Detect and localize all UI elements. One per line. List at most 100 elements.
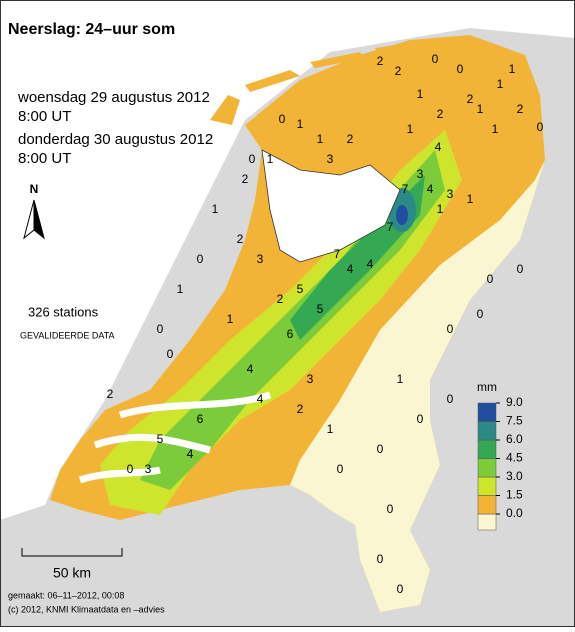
scale-bar (21, 548, 123, 557)
station-value: 3 (447, 187, 454, 201)
station-value: 2 (297, 402, 304, 416)
station-value: 2 (517, 102, 524, 116)
station-value: 0 (477, 307, 484, 321)
legend: 0.0 1.5 3.0 4.5 6.0 7.5 9.0 (477, 395, 523, 531)
station-value: 0 (157, 322, 164, 336)
legend-label: 0.0 (506, 506, 523, 520)
station-value: 2 (377, 54, 384, 68)
station-value: 5 (157, 432, 164, 446)
station-value: 7 (402, 182, 409, 196)
station-value: 6 (287, 327, 294, 341)
station-value: 3 (145, 462, 152, 476)
estuaries (78, 391, 272, 484)
station-count: 326 stations (28, 304, 99, 319)
legend-band (477, 421, 497, 441)
station-value: 1 (407, 122, 414, 136)
station-value: 4 (257, 392, 264, 406)
station-value: 1 (497, 77, 504, 91)
station-value: 4 (367, 257, 374, 271)
station-value: 0 (487, 272, 494, 286)
station-value: 5 (297, 282, 304, 296)
station-value: 4 (427, 182, 434, 196)
north-arrow (33, 199, 45, 240)
period-line: donderdag 30 augustus 2012 (18, 131, 213, 148)
station-value: 1 (397, 372, 404, 386)
legend-label: 1.5 (506, 488, 523, 502)
station-value: 0 (249, 152, 256, 166)
station-value: 0 (447, 392, 454, 406)
station-value: 1 (417, 87, 424, 101)
station-value: 0 (337, 462, 344, 476)
station-value: 4 (435, 140, 442, 154)
station-value: 0 (517, 262, 524, 276)
legend-band (477, 476, 497, 496)
station-value: 0 (537, 120, 544, 134)
scale-label: 50 km (53, 565, 91, 581)
legend-band (477, 402, 497, 422)
station-value: 4 (187, 447, 194, 461)
legend-band (477, 458, 497, 478)
station-value: 0 (447, 322, 454, 336)
station-value: 1 (477, 102, 484, 116)
station-value: 0 (377, 442, 384, 456)
station-value: 3 (327, 152, 334, 166)
station-value: 1 (177, 282, 184, 296)
station-value: 1 (297, 117, 304, 131)
station-value: 7 (387, 220, 394, 234)
station-value: 2 (437, 107, 444, 121)
station-value: 3 (417, 167, 424, 181)
period-line: woensdag 29 augustus 2012 (17, 89, 210, 106)
legend-band (477, 495, 497, 515)
island (375, 40, 432, 54)
island (245, 70, 300, 92)
footer: (c) 2012, KNMI Klimaatdata en –advies (8, 604, 165, 614)
station-value: 2 (395, 64, 402, 78)
station-value: 2 (242, 172, 249, 186)
data-status: GEVALIDEERDE DATA (20, 330, 115, 340)
station-value: 1 (327, 422, 334, 436)
station-value: 1 (267, 152, 274, 166)
station-value: 7 (334, 247, 341, 261)
dry-region (290, 160, 545, 612)
legend-label: 7.5 (506, 414, 523, 428)
station-value: 1 (317, 132, 324, 146)
station-value: 2 (467, 92, 474, 106)
station-value: 1 (509, 62, 516, 76)
station-value: 1 (437, 202, 444, 216)
peak-core (396, 205, 408, 225)
period-line: 8:00 UT (18, 108, 71, 125)
station-value: 1 (467, 192, 474, 206)
island (310, 52, 365, 68)
station-value: 0 (377, 552, 384, 566)
station-value: 1 (492, 122, 499, 136)
station-value: 0 (127, 462, 134, 476)
station-value: 6 (197, 412, 204, 426)
station-value: 0 (279, 112, 286, 126)
station-value: 1 (212, 202, 219, 216)
title: Neerslag: 24–uur som (8, 21, 175, 38)
legend-band (477, 439, 497, 459)
period-line: 8:00 UT (18, 150, 71, 167)
ijsselmeer (261, 149, 401, 263)
station-value: 0 (167, 347, 174, 361)
station-value: 0 (397, 582, 404, 596)
station-value: 5 (317, 302, 324, 316)
station-value: 0 (457, 62, 464, 76)
station-value: 0 (197, 252, 204, 266)
station-value: 2 (277, 292, 284, 306)
station-value: 0 (417, 412, 424, 426)
footer: gemaakt: 06–11–2012, 00:08 (8, 590, 124, 600)
legend-band (477, 513, 497, 531)
station-value: 2 (107, 387, 114, 401)
station-value: 2 (237, 232, 244, 246)
station-value: 0 (432, 52, 439, 66)
north-label: N (30, 182, 39, 196)
legend-label: 3.0 (506, 469, 523, 483)
station-value: 0 (387, 502, 394, 516)
station-value: 2 (347, 132, 354, 146)
legend-label: 4.5 (506, 451, 523, 465)
station-value: 3 (307, 372, 314, 386)
sea (0, 0, 575, 520)
